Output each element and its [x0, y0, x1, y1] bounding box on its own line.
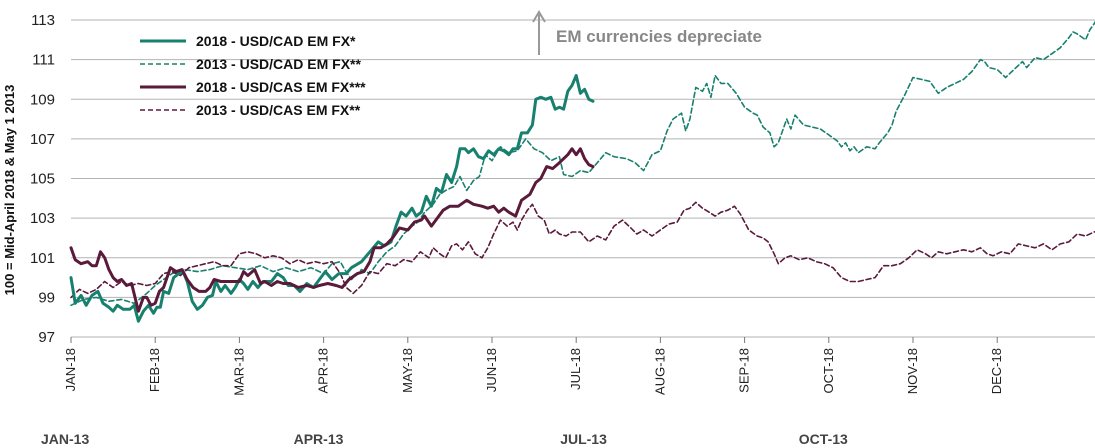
gridlines	[71, 19, 1095, 338]
annotation-text: EM currencies depreciate	[556, 27, 762, 46]
series-line-4	[70, 201, 1095, 299]
y-tick-label: 101	[30, 250, 55, 267]
x-tick-label: JAN-18	[63, 348, 78, 391]
x-tick-label: FEB-18	[147, 348, 162, 392]
x-tick-label: DEC-18	[989, 348, 1004, 394]
secondary-x-tick-label: JAN-13	[41, 431, 89, 447]
y-tick-label: 99	[38, 289, 55, 306]
secondary-x-tick-label: OCT-13	[799, 431, 848, 447]
x-tick-label: MAR-18	[231, 348, 246, 396]
series-line-3	[69, 147, 595, 313]
x-tick-label: AUG-18	[652, 348, 667, 395]
y-axis-label: 100 = Mid-April 2018 & May 1 2013	[2, 85, 17, 296]
legend-label: 2018 - USD/CAS EM FX***	[196, 79, 366, 95]
secondary-x-tick-label: JUL-13	[560, 431, 607, 447]
x-tick-label: MAY-18	[400, 348, 415, 393]
up-arrow-icon	[532, 10, 546, 23]
secondary-x-axis-tick-labels: JAN-13 APR-13 JUL-13 OCT-13	[41, 431, 848, 447]
y-tick-label: 113	[31, 12, 55, 29]
y-tick-label: 103	[30, 210, 55, 227]
y-tick-label: 111	[32, 52, 55, 69]
series-line-1	[69, 74, 595, 323]
y-tick-label: 105	[30, 171, 55, 188]
secondary-x-tick-label: APR-13	[294, 431, 344, 447]
y-tick-label: 97	[38, 329, 55, 346]
series-line-2	[70, 20, 1095, 307]
legend: 2018 - USD/CAD EM FX* 2013 - USD/CAD EM F…	[140, 33, 366, 118]
x-tick-label: SEP-18	[737, 348, 752, 393]
x-tick-label: JUN-18	[484, 348, 499, 392]
x-axis-tick-labels: JAN-18 FEB-18 MAR-18 APR-18 MAY-18 JUN-18 JUL-…	[63, 337, 1004, 396]
x-tick-label: OCT-18	[821, 348, 836, 394]
legend-label: 2013 - USD/CAS EM FX**	[196, 102, 361, 118]
y-axis-tick-labels: 97 99 101 103 105 107 109 111 113	[30, 12, 55, 346]
x-tick-label: NOV-18	[905, 348, 920, 394]
y-tick-label: 107	[30, 131, 55, 148]
annotation: EM currencies depreciate	[532, 10, 762, 55]
x-tick-label: APR-18	[316, 348, 331, 394]
legend-label: 2013 - USD/CAD EM FX**	[196, 56, 361, 72]
series-lines	[69, 20, 1095, 323]
legend-label: 2018 - USD/CAD EM FX*	[196, 33, 356, 49]
y-tick-label: 109	[30, 91, 55, 108]
x-tick-label: JUL-18	[568, 348, 583, 390]
